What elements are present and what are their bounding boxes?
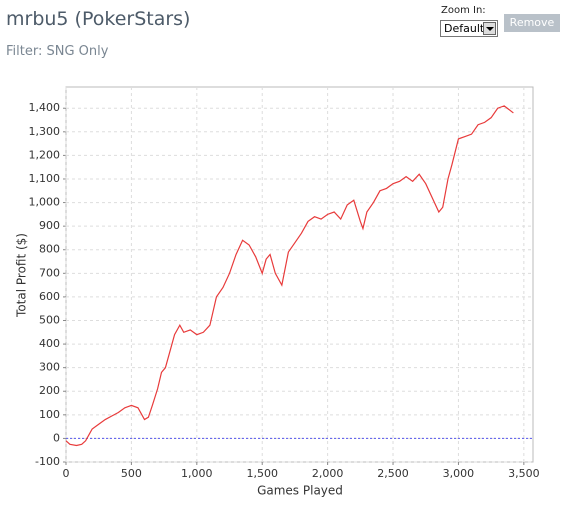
y-tick-label: 700 bbox=[39, 266, 60, 279]
x-tick-label: 0 bbox=[63, 467, 70, 480]
remove-button[interactable]: Remove bbox=[504, 14, 560, 32]
y-tick-label: 1,400 bbox=[29, 101, 61, 114]
x-axis-label: Games Played bbox=[257, 484, 343, 498]
x-tick-label: 1,500 bbox=[246, 467, 278, 480]
y-tick-label: -100 bbox=[35, 455, 60, 468]
x-tick-label: 2,500 bbox=[377, 467, 409, 480]
y-tick-label: 300 bbox=[39, 361, 60, 374]
y-tick-label: 0 bbox=[53, 431, 60, 444]
y-tick-label: 800 bbox=[39, 243, 60, 256]
y-tick-label: 600 bbox=[39, 290, 60, 303]
y-tick-label: 400 bbox=[39, 337, 60, 350]
y-axis-label: Total Profit ($) bbox=[15, 233, 29, 318]
y-tick-label: 1,300 bbox=[29, 125, 61, 138]
title: mrbu5 (PokerStars) bbox=[6, 8, 191, 30]
zoom-label: Zoom In: bbox=[441, 5, 486, 16]
x-tick-label: 3,500 bbox=[508, 467, 540, 480]
x-tick-label: 3,000 bbox=[443, 467, 475, 480]
zoom-select[interactable]: Default bbox=[440, 20, 498, 37]
y-tick-label: 900 bbox=[39, 219, 60, 232]
y-tick-label: 200 bbox=[39, 384, 60, 397]
dropdown-arrow[interactable] bbox=[483, 22, 496, 35]
y-tick-label: 1,200 bbox=[29, 148, 61, 161]
y-tick-label: 1,000 bbox=[29, 196, 61, 209]
y-tick-label: 100 bbox=[39, 408, 60, 421]
filter: Filter: SNG Only bbox=[6, 44, 109, 59]
plot-area bbox=[65, 86, 534, 463]
zoom-value: Default bbox=[444, 22, 485, 35]
x-tick-label: 500 bbox=[121, 467, 142, 480]
profit-line bbox=[65, 105, 514, 447]
y-tick-label: 1,100 bbox=[29, 172, 61, 185]
x-tick-label: 2,000 bbox=[312, 467, 344, 480]
x-tick-label: 1,000 bbox=[181, 467, 213, 480]
y-tick-label: 500 bbox=[39, 313, 60, 326]
